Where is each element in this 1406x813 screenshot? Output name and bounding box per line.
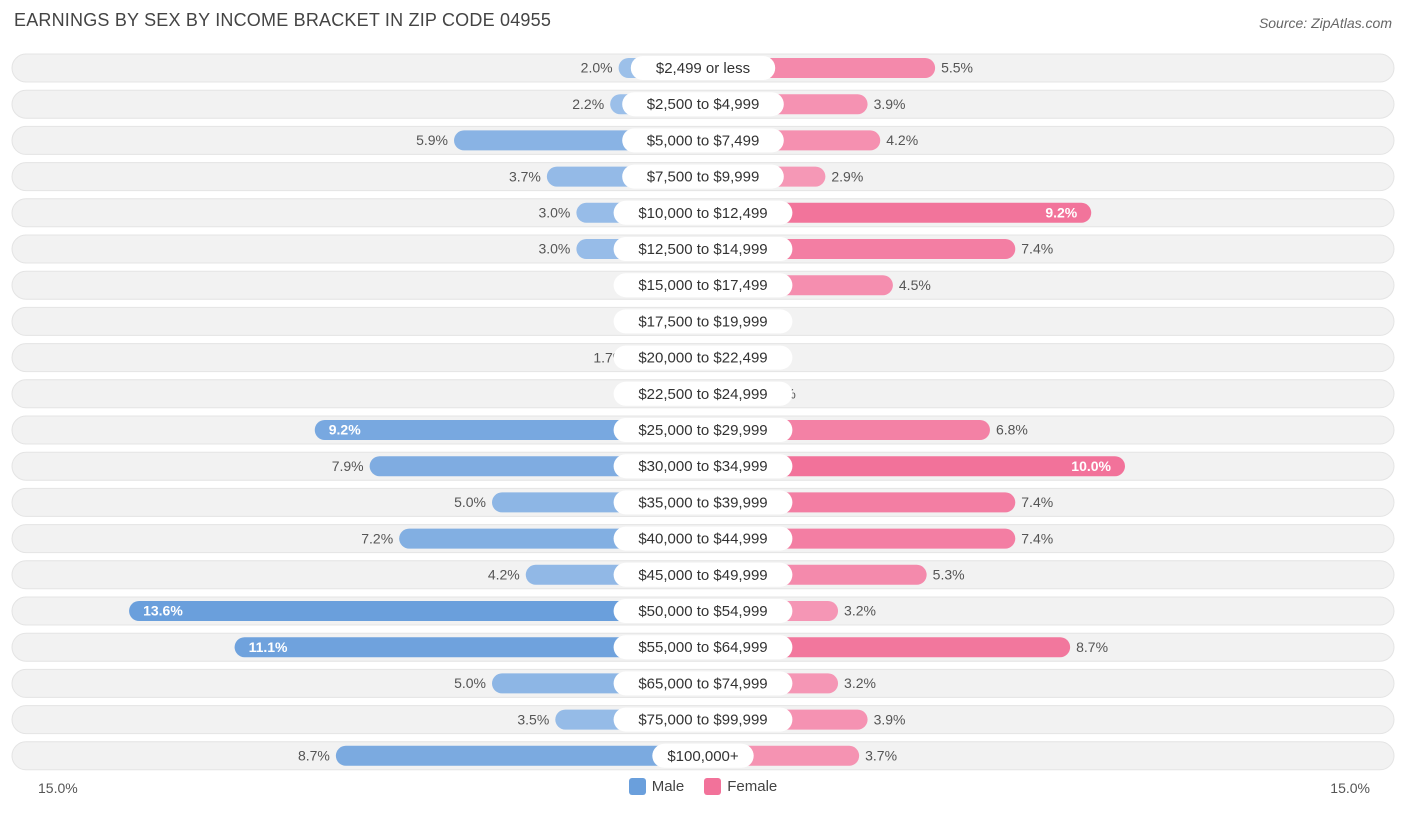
- category-label-pill: [613, 418, 793, 442]
- legend-item-female[interactable]: Female: [704, 778, 777, 795]
- female-value-label: 5.3%: [933, 567, 965, 583]
- legend: Male Female: [0, 778, 1406, 795]
- category-label-pill: [613, 599, 793, 623]
- category-label: $40,000 to $44,999: [638, 531, 767, 548]
- male-value-label: 2.2%: [572, 96, 604, 112]
- legend-label-male: Male: [651, 778, 685, 795]
- male-value-label: 5.0%: [454, 675, 486, 691]
- category-label-pill: [622, 128, 784, 153]
- female-value-label: 3.2%: [844, 675, 876, 691]
- male-value-label: 5.0%: [454, 494, 486, 510]
- category-label: $15,000 to $17,499: [638, 277, 767, 294]
- chart-source: Source: ZipAtlas.com: [1258, 15, 1392, 31]
- category-label-pill: [613, 562, 793, 587]
- bar-male: [234, 637, 713, 658]
- category-label-pill: [622, 164, 784, 189]
- female-value-label: 6.8%: [996, 422, 1028, 438]
- female-value-label: 7.4%: [1021, 494, 1053, 510]
- category-label-pill: [652, 743, 754, 768]
- category-label: $22,500 to $24,999: [638, 386, 767, 403]
- female-value-label: 10.0%: [1071, 458, 1111, 474]
- female-value-label: 4.2%: [886, 132, 918, 148]
- axis-left-label: 15.0%: [38, 780, 78, 796]
- category-label-pill: [622, 92, 784, 117]
- category-label: $35,000 to $39,999: [638, 494, 767, 511]
- category-label: $45,000 to $49,999: [638, 567, 767, 584]
- axis-right-label: 15.0%: [1330, 780, 1370, 796]
- male-value-label: 3.7%: [509, 168, 541, 184]
- category-label-pill: [613, 490, 793, 515]
- female-value-label: 7.4%: [1021, 530, 1053, 546]
- female-value-label: 5.5%: [941, 60, 973, 76]
- male-value-label: 3.0%: [538, 241, 570, 257]
- female-value-label: 3.7%: [865, 748, 897, 764]
- bar-male: [129, 601, 713, 621]
- male-value-label: 4.2%: [488, 567, 520, 583]
- legend-swatch-male: [628, 778, 646, 795]
- category-label-pill: [613, 381, 793, 406]
- legend-label-female: Female: [727, 778, 778, 795]
- legend-item-male[interactable]: Male: [628, 778, 685, 795]
- category-label: $30,000 to $34,999: [638, 458, 767, 475]
- category-label-pill: [613, 273, 793, 298]
- category-label-pill: [613, 200, 793, 225]
- female-value-label: 9.2%: [1045, 205, 1077, 221]
- category-label-pill: [630, 56, 776, 80]
- category-label: $5,000 to $7,499: [647, 132, 760, 149]
- legend-swatch-female: [704, 778, 722, 795]
- category-label: $2,500 to $4,999: [647, 96, 760, 113]
- male-value-label: 13.6%: [143, 603, 183, 619]
- bar-male: [335, 745, 713, 766]
- category-label-pill: [613, 526, 793, 551]
- bar-male: [314, 420, 713, 440]
- category-label-pill: [613, 454, 793, 479]
- category-label-pill: [613, 707, 793, 732]
- category-label: $65,000 to $74,999: [638, 675, 767, 692]
- category-label-pill: [613, 237, 793, 261]
- category-label-pill: [613, 635, 793, 660]
- category-label: $7,500 to $9,999: [647, 169, 760, 186]
- female-value-label: 7.4%: [1021, 241, 1053, 257]
- category-label: $17,500 to $19,999: [638, 313, 767, 330]
- category-label: $75,000 to $99,999: [638, 712, 767, 729]
- category-label: $12,500 to $14,999: [638, 241, 767, 258]
- category-label: $50,000 to $54,999: [638, 603, 767, 620]
- category-label: $25,000 to $29,999: [638, 422, 767, 439]
- bar-female: [693, 456, 1125, 477]
- female-value-label: 3.9%: [874, 96, 906, 112]
- chart-canvas: 2.0% 5.5% $2,499 or less 2.2% 3.9% $2,500 to …: [11, 53, 1395, 771]
- category-label: $100,000+: [667, 748, 739, 765]
- bar-female: [693, 202, 1092, 223]
- category-label-pill: [613, 309, 793, 334]
- female-value-label: 4.5%: [899, 277, 931, 293]
- category-label: $20,000 to $22,499: [638, 350, 767, 367]
- category-label: $2,499 or less: [656, 60, 750, 77]
- male-value-label: 3.5%: [517, 711, 549, 727]
- category-label-pill: [613, 671, 793, 696]
- male-value-label: 3.0%: [538, 205, 570, 221]
- female-value-label: 3.2%: [844, 603, 876, 619]
- male-value-label: 9.2%: [329, 422, 361, 438]
- chart-title: EARNINGS BY SEX BY INCOME BRACKET IN ZIP…: [14, 10, 552, 30]
- male-value-label: 7.2%: [361, 530, 393, 546]
- female-value-label: 2.9%: [831, 168, 863, 184]
- male-value-label: 7.9%: [332, 458, 364, 474]
- male-value-label: 8.7%: [298, 748, 330, 764]
- category-label: $55,000 to $64,999: [638, 639, 767, 656]
- category-label-pill: [613, 345, 793, 370]
- male-value-label: 5.9%: [416, 132, 448, 148]
- male-value-label: 11.1%: [249, 639, 288, 655]
- male-value-label: 2.0%: [581, 60, 613, 76]
- female-value-label: 3.9%: [874, 711, 906, 727]
- female-value-label: 8.7%: [1076, 639, 1108, 655]
- category-label: $10,000 to $12,499: [638, 205, 767, 222]
